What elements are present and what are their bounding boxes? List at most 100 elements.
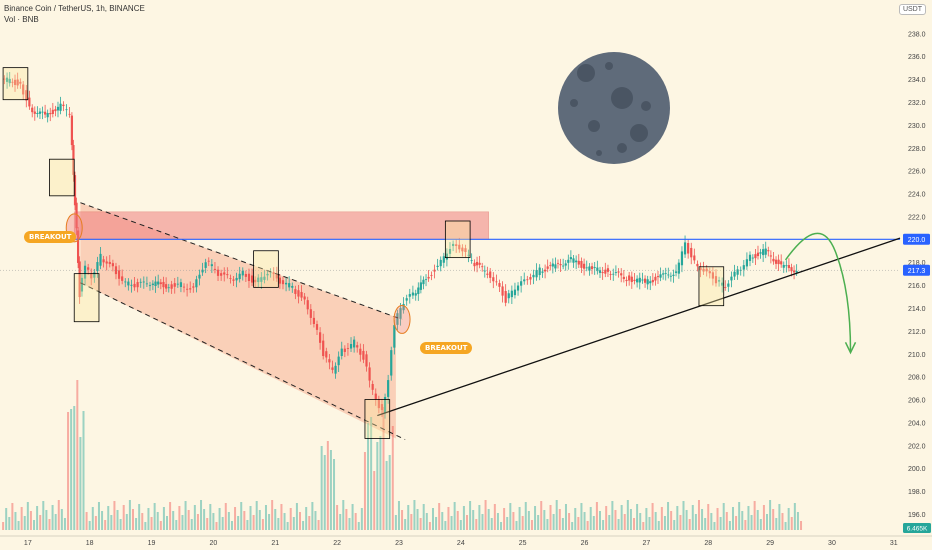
breakout-label-right: BREAKOUT	[420, 342, 473, 354]
candle-body	[745, 259, 749, 267]
y-tick-label: 210.0	[908, 352, 926, 359]
candle-body	[189, 288, 192, 290]
candle-body	[145, 283, 149, 285]
x-tick-label: 19	[148, 540, 156, 547]
candle-body	[622, 276, 625, 280]
volume-bar	[475, 519, 478, 530]
volume-bar	[200, 500, 203, 530]
x-tick-label: 30	[828, 540, 836, 547]
volume-bar	[614, 510, 617, 530]
volume-bar	[775, 518, 778, 530]
volume-bar	[620, 505, 623, 530]
currency-button[interactable]: USDT	[898, 4, 926, 15]
candle-body	[664, 272, 667, 274]
volume-bar	[57, 500, 60, 530]
volume-bar	[416, 509, 419, 530]
volume-bar	[530, 520, 533, 530]
candle-body	[780, 261, 783, 265]
volume-bar	[543, 510, 546, 530]
candle-body	[151, 283, 154, 285]
volume-bar	[518, 507, 521, 530]
candle-body	[759, 252, 762, 254]
candle-body	[767, 250, 770, 252]
candle-body	[343, 348, 346, 352]
candle-body	[754, 254, 757, 259]
candle-body	[76, 230, 80, 263]
candle-body	[620, 273, 623, 276]
volume-bar	[558, 509, 561, 530]
candle-body	[260, 277, 263, 282]
x-tick-label: 25	[519, 540, 527, 547]
y-tick-label: 230.0	[908, 123, 926, 130]
volume-bar	[70, 409, 73, 530]
ascending-trendline	[377, 237, 901, 417]
candle-body	[229, 278, 232, 279]
volume-bar	[283, 513, 286, 530]
volume-bar	[481, 514, 484, 530]
candle-body	[489, 271, 492, 278]
candle-body	[73, 175, 77, 206]
volume-bar	[181, 515, 184, 530]
y-tick-label: 236.0	[908, 54, 926, 61]
candle-body	[49, 112, 52, 115]
candle-body	[470, 260, 473, 262]
moon-icon	[558, 52, 670, 164]
candle-body	[31, 107, 34, 113]
y-tick-label: 212.0	[908, 329, 926, 336]
volume-bar	[633, 518, 636, 530]
candle-body	[606, 268, 610, 272]
candle-body	[651, 279, 654, 283]
volume-bar	[438, 503, 441, 530]
volume-bar	[800, 521, 803, 530]
candle-body	[102, 259, 105, 263]
candle-body	[526, 279, 529, 281]
y-tick-label: 238.0	[908, 31, 926, 38]
candle-body	[99, 253, 102, 266]
volume-bar	[682, 501, 685, 530]
volume-bar	[716, 508, 719, 530]
volume-bar	[85, 512, 88, 530]
candle-body	[672, 274, 675, 276]
volume-bar	[750, 515, 753, 530]
x-tick-label: 24	[457, 540, 465, 547]
candle-body	[504, 291, 507, 303]
y-tick-label: 202.0	[908, 443, 926, 450]
highlight-box	[364, 399, 391, 439]
candle-body	[387, 380, 390, 397]
volume-bar	[215, 522, 218, 530]
volume-value-tag: 6.465K	[903, 523, 931, 533]
candle-body	[133, 283, 136, 288]
candle-body	[346, 348, 350, 349]
candle-body	[371, 383, 374, 390]
volume-bar	[311, 502, 314, 530]
volume-bar	[728, 521, 731, 530]
volume-bar	[209, 504, 212, 530]
candle-body	[687, 243, 690, 254]
candle-body	[782, 264, 785, 268]
volume-bar	[156, 512, 159, 530]
volume-bar	[679, 515, 682, 530]
volume-bar	[490, 518, 493, 530]
candle-body	[195, 279, 198, 288]
volume-bar	[500, 522, 503, 530]
candle-body	[87, 267, 90, 270]
candle-body	[439, 259, 442, 267]
candle-body	[162, 281, 165, 288]
volume-bar	[101, 511, 104, 530]
last-price-tag: 217.3	[903, 264, 930, 276]
volume-bar	[326, 441, 329, 530]
candle-body	[41, 111, 44, 113]
candle-body	[356, 345, 359, 348]
candle-body	[377, 399, 380, 409]
volume-bar	[104, 520, 107, 530]
volume-bar	[2, 522, 5, 530]
candle-body	[448, 248, 452, 254]
volume-bar	[184, 501, 187, 530]
candle-body	[551, 263, 554, 267]
candle-body	[8, 78, 11, 84]
volume-bar	[762, 505, 765, 530]
candle-body	[148, 285, 152, 287]
volume-bar	[234, 507, 237, 530]
candle-body	[458, 244, 461, 250]
